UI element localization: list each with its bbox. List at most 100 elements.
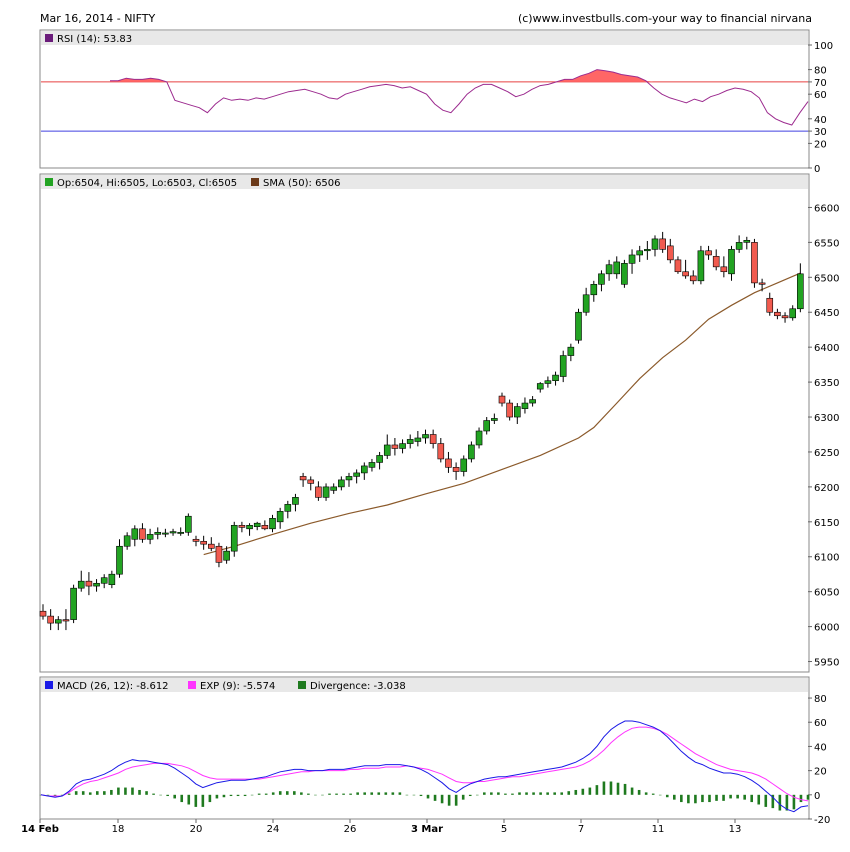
price-tick-label: 6300 [814,413,839,424]
candle [253,521,261,531]
divergence-bar [729,794,732,799]
divergence-bar [103,791,106,795]
divergence-bar [722,794,725,801]
rsi-plot [41,69,809,132]
candle [613,256,621,279]
candle-body [498,395,506,404]
x-tick-label: 24 [267,824,280,835]
candle [284,500,292,519]
x-tick-label: 13 [729,824,742,835]
divergence-bar [398,792,402,795]
macd-legend-bar [41,678,808,692]
divergence-bar [95,791,99,795]
candle-body [315,486,322,498]
candle-body [636,250,644,256]
divergence-bar [771,794,775,809]
macd-axis: 80 60 40 20 0 -20 [808,694,830,826]
divergence-bar [574,789,578,795]
candle [269,514,276,533]
candle-body [299,476,307,481]
rsi-tick-label: 20 [814,139,827,150]
divergence-bar [285,791,289,795]
price-tick-label: 6000 [814,623,839,634]
candle-body [452,467,460,472]
chart-credit: (c)www.investbulls.com-your way to finan… [518,12,812,25]
candle [406,434,414,449]
x-tick-label: 11 [652,824,665,835]
candle [353,469,360,484]
divergence-bar [440,794,444,804]
divergence-bar [173,794,176,799]
candle-body [154,531,162,535]
macd-tick-label: -20 [814,815,830,826]
candle-body [292,497,299,505]
candle-body [77,580,85,589]
candle [774,308,781,320]
rsi-legend-swatch [45,34,53,42]
candle-body [575,311,582,341]
candle-body [100,577,108,584]
candle-body [666,245,674,261]
divergence-bar [673,794,676,800]
candle [468,441,475,463]
candle-body [223,550,230,561]
candle-body [406,439,414,444]
candle [399,439,406,454]
candle-body [108,573,116,585]
candle [513,403,521,425]
divergence-bar [222,794,226,798]
candle-body [445,458,452,468]
candle [230,521,238,557]
candle [743,236,751,250]
chart-title: Mar 16, 2014 - NIFTY [40,12,156,25]
candle-body [139,528,146,540]
candle [452,462,460,480]
divergence-bar [743,794,746,800]
candle-body [330,486,338,491]
macd-legend-macd: MACD (26, 12): -8.612 [57,681,169,692]
candle [414,431,422,447]
candle [70,584,77,624]
price-legend-sma: SMA (50): 6506 [263,178,341,189]
divergence-bar [715,794,718,801]
divergence-bar [53,794,57,797]
candle [766,292,774,316]
candle-body [383,444,391,456]
candle [651,235,659,257]
candle-body [230,525,238,552]
candle-body [200,541,207,545]
rsi-line [110,69,809,126]
candle-body [758,282,766,285]
candle-body [185,515,192,533]
divergence-bar [595,785,599,795]
divergence-bar [349,793,352,795]
price-tick-label: 6550 [814,238,839,249]
divergence-bar [616,782,620,795]
divergence-bar [236,794,240,797]
candle [146,528,154,545]
candle-body [513,406,521,418]
divergence-bar [405,794,409,796]
divergence-bar [665,794,669,798]
x-tick-label: 18 [112,824,125,835]
candle-body [116,545,123,575]
candle [322,483,330,501]
macd-legend-div: Divergence: -3.038 [310,681,406,692]
candle-body [491,418,498,421]
candle-body [322,486,330,498]
divergence-bar [658,794,662,796]
x-tick-label: 5 [501,824,507,835]
candle [751,238,758,288]
divergence-bar [764,794,768,807]
candle [475,427,483,449]
divergence-bar [356,792,359,795]
candle [208,537,215,552]
candle [315,481,322,501]
candle [521,397,529,414]
candle [62,609,70,631]
candle [47,609,54,631]
divergence-bar [680,794,683,803]
candle-body [208,543,215,549]
candle [116,539,123,578]
candle [705,245,712,260]
